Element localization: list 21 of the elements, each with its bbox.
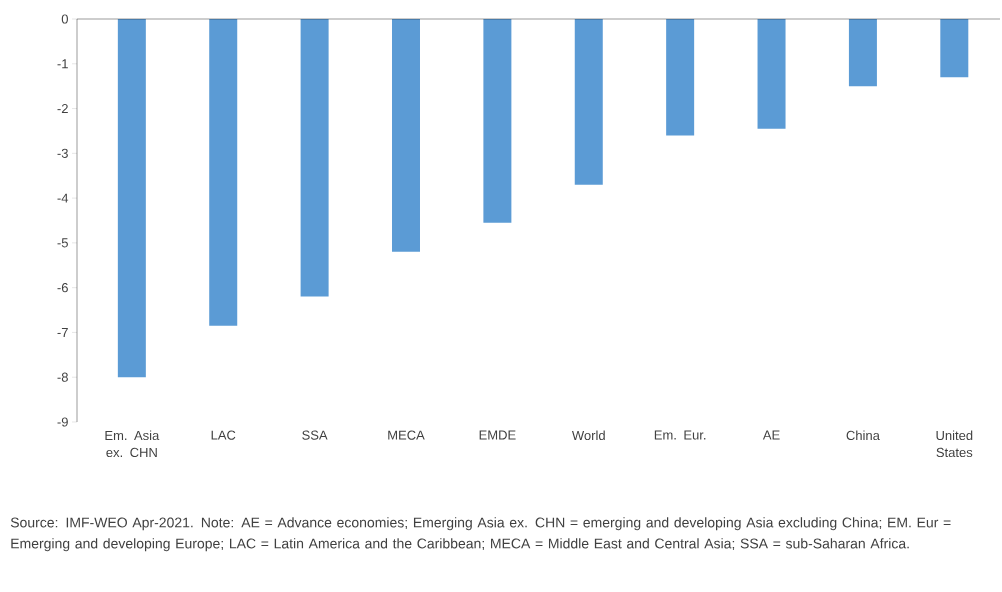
y-tick-label: 0 <box>61 14 68 24</box>
y-tick-label: -5 <box>57 238 68 248</box>
y-tick-label: -2 <box>57 104 68 114</box>
x-tick-label: Em. Asia ex. CHN <box>105 430 160 458</box>
x-tick-label: World <box>571 430 605 441</box>
y-tick-label: -8 <box>57 372 68 382</box>
x-tick-label: EMDE <box>479 430 516 440</box>
y-tick-label: -3 <box>57 148 68 158</box>
x-tick-label: LAC <box>211 430 236 440</box>
x-tick-label: United States <box>936 430 973 458</box>
x-tick-label: SSA <box>302 430 328 440</box>
x-tick-label: AE <box>762 430 780 440</box>
y-tick-label: -4 <box>57 193 69 203</box>
y-tick-label: -6 <box>57 283 68 293</box>
y-tick-label: -9 <box>57 417 68 427</box>
y-tick-label: -7 <box>57 327 68 337</box>
x-tick-label: China <box>846 430 880 441</box>
source-note: Source: IMF-WEO Apr-2021. Note: AE = Advance economies; Emerging Asia ex. CHN = emerging and developing Asia excluding China; EM. Eur = Emerging and developing Europe; LAC = Latin America and the Caribbean; MECA = Middle East and Central Asia; SSA = sub-Saharan Africa. <box>10 517 951 552</box>
x-tick-label: Em. Eur. <box>654 430 706 440</box>
y-tick-label: -1 <box>57 59 68 69</box>
x-tick-label: MECA <box>388 430 425 440</box>
